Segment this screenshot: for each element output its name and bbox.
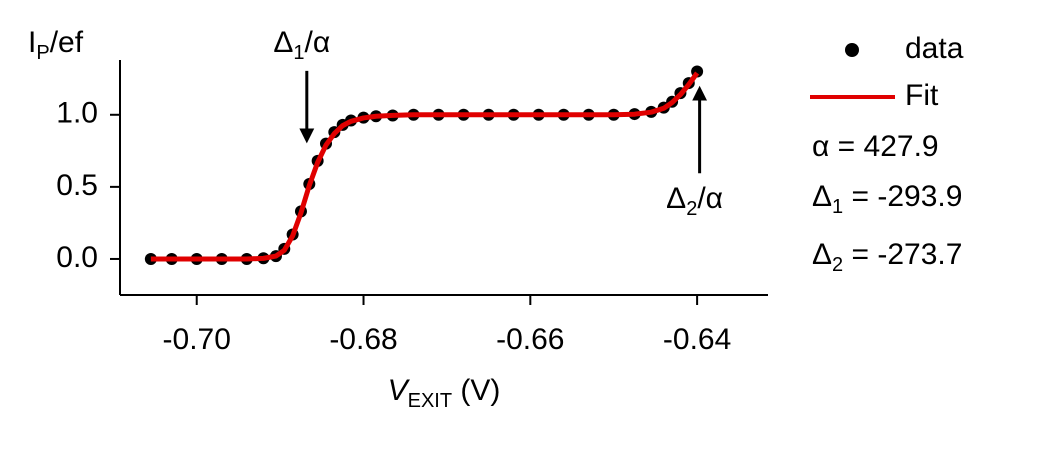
annotation-part: 2: [686, 199, 697, 221]
x-tick-label: -0.66: [496, 323, 564, 356]
y-axis-label-part: /ef: [50, 26, 84, 59]
y-axis-label-part: I: [28, 26, 36, 59]
fit-line: [150, 71, 700, 262]
y-tick-label: 0.0: [56, 241, 98, 274]
y-tick-label: 1.0: [56, 97, 98, 130]
annotation-part: /α: [697, 182, 723, 215]
fit-param: Δ1 = -293.9: [812, 180, 962, 218]
legend-label: data: [905, 32, 964, 65]
fit-param: Δ2 = -273.7: [812, 238, 962, 276]
annotation-part: Δ: [273, 26, 293, 59]
fit-param-part: 1: [832, 196, 843, 218]
annotation: Δ1/α: [273, 26, 330, 64]
x-tick-label: -0.70: [163, 323, 231, 356]
fit-param-part: = -293.9: [843, 180, 962, 213]
fit-param-part: α = 427.9: [812, 130, 939, 163]
x-axis-label-part: V: [388, 374, 411, 407]
y-axis-label: IP/ef: [28, 26, 84, 64]
annotation: Δ2/α: [666, 182, 723, 220]
legend-marker: [845, 43, 859, 57]
fit-param-part: Δ: [812, 238, 832, 271]
x-axis-label-part: EXIT: [408, 390, 452, 412]
annotation-part: 1: [293, 42, 304, 64]
annotation-part: /α: [305, 26, 331, 59]
x-axis-label: VEXIT (V): [388, 374, 501, 412]
y-axis-label-part: P: [36, 42, 49, 64]
fit-param-part: Δ: [812, 180, 832, 213]
fit-param: α = 427.9: [812, 130, 939, 163]
y-tick-label: 0.5: [56, 169, 98, 202]
x-axis-label-part: (V): [452, 374, 500, 407]
x-tick-label: -0.64: [663, 323, 731, 356]
fit-param-part: = -273.7: [843, 238, 962, 271]
fit-param-part: 2: [832, 254, 843, 276]
legend-label: Fit: [905, 79, 939, 112]
annotation-part: Δ: [666, 182, 686, 215]
x-tick-label: -0.68: [329, 323, 397, 356]
